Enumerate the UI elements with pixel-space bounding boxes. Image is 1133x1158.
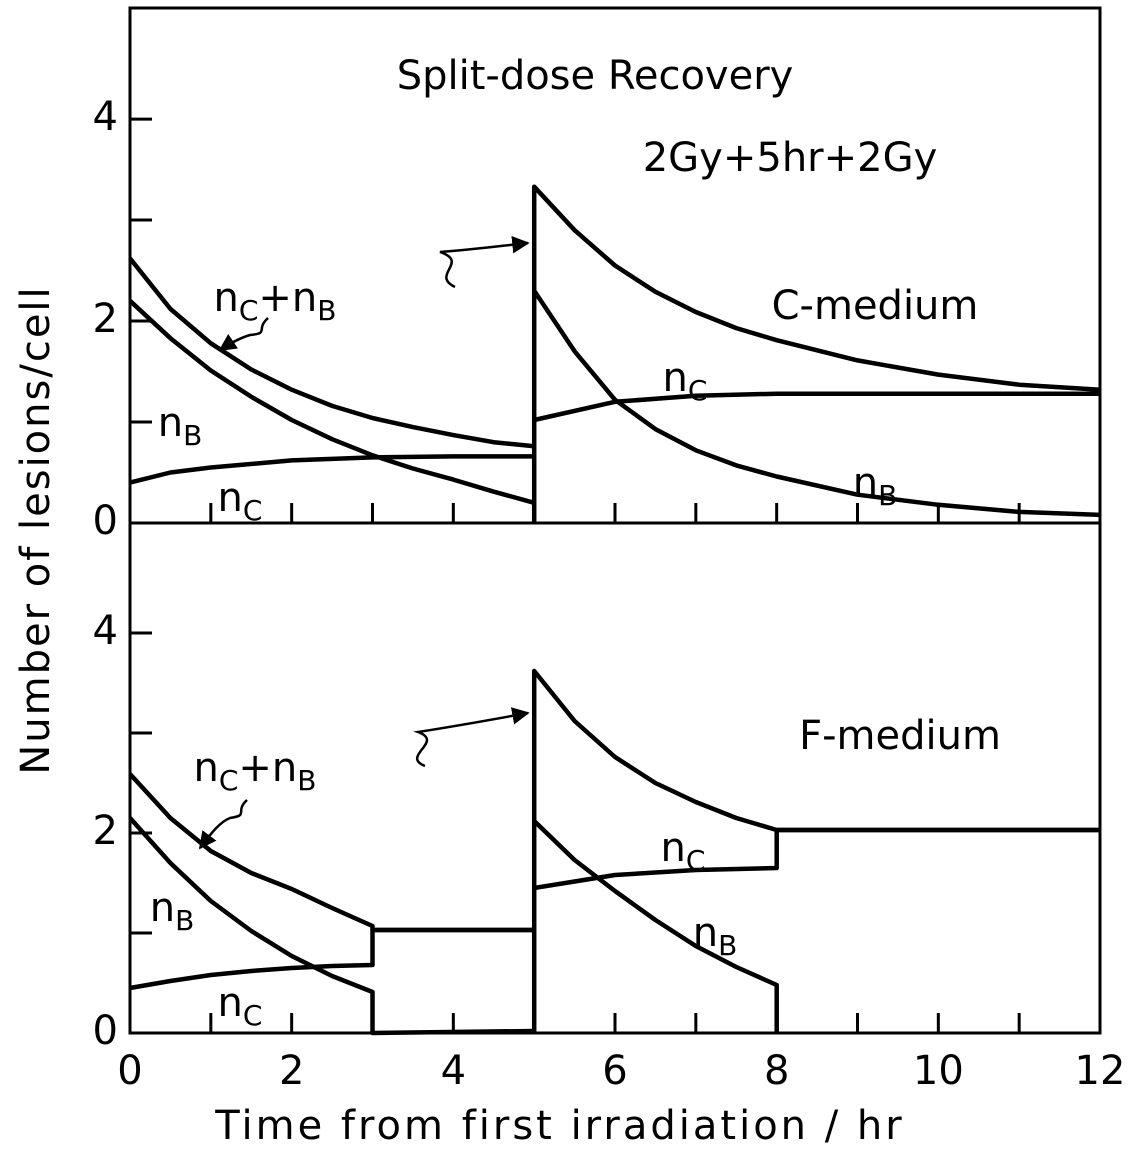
series-line <box>129 827 1100 991</box>
x-tick-label: 2 <box>279 1048 304 1094</box>
annotation: F-medium <box>799 713 1001 759</box>
arrow <box>198 799 248 850</box>
x-tick-label: 10 <box>913 1048 964 1094</box>
arrow <box>413 707 530 768</box>
series-line <box>129 391 1100 485</box>
x-tick-label: 12 <box>1075 1048 1126 1094</box>
series-label: nB​ <box>693 910 738 962</box>
annotation: 2Gy+5hr+2Gy <box>643 135 938 181</box>
x-tick-label: 4 <box>441 1048 466 1094</box>
series-label: nB​ <box>158 400 203 452</box>
y-tick-label: 0 <box>93 1008 118 1054</box>
y-axis-label: Number of lesions/cell <box>13 285 59 774</box>
series-label: nC​ <box>663 355 708 407</box>
x-tick-label: 0 <box>117 1048 142 1094</box>
y-tick-label: 2 <box>93 296 118 342</box>
series-label: nC​ <box>661 825 706 877</box>
arrow <box>218 317 269 352</box>
series-label: nB​ <box>150 885 195 937</box>
x-tick-label: 6 <box>602 1048 627 1094</box>
series-line <box>128 184 1101 523</box>
chart-title: Split-dose Recovery <box>397 53 794 99</box>
series-label: nC​+nB​ <box>193 745 316 797</box>
series-label: nC​ <box>218 980 263 1032</box>
x-tick-label: 8 <box>764 1048 789 1094</box>
annotation: C-medium <box>772 283 979 329</box>
series-line <box>128 816 779 1036</box>
series-label: nC​ <box>218 475 263 527</box>
y-tick-label: 4 <box>93 94 118 140</box>
y-tick-label: 4 <box>93 608 118 654</box>
arrow <box>439 235 530 289</box>
series-label: nC​+nB​ <box>213 275 336 327</box>
series-line <box>128 289 1101 518</box>
x-axis-label: Time from first irradiation / hr <box>214 1103 904 1149</box>
series-label: nB​ <box>853 460 898 512</box>
y-tick-label: 0 <box>93 498 118 544</box>
y-tick-label: 2 <box>93 808 118 854</box>
